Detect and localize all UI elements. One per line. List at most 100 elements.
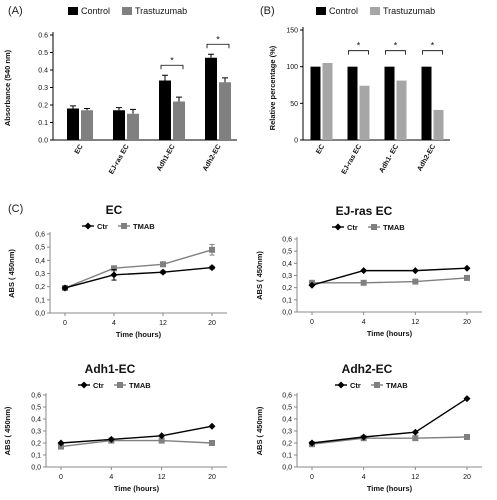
chart-title: EJ-ras EC xyxy=(336,204,393,218)
significance-bracket xyxy=(422,50,443,55)
x-tick-label: EC xyxy=(74,144,85,156)
x-tick-label: 4 xyxy=(109,474,113,481)
y-tick-label: 0,4 xyxy=(282,417,292,424)
point-ctr xyxy=(360,433,368,441)
x-tick-label: 12 xyxy=(159,320,167,327)
line-chart-c2: EJ-ras EC 0,0 0,1 0,2 0,3 0,4 0,5 0,6 0 4 12 20 Time… xyxy=(255,204,482,338)
y-tick-label: 0 xyxy=(294,138,298,145)
series-line-tmab xyxy=(60,439,213,448)
panel-label-b: (B) xyxy=(260,5,275,17)
point-ctr xyxy=(308,281,316,289)
legend-marker-ctr xyxy=(84,222,92,230)
y-tick-label: 0,6 xyxy=(282,237,292,244)
x-tick-label: 20 xyxy=(208,474,216,481)
bar-control xyxy=(347,66,358,140)
legend-marker-tmab xyxy=(374,382,380,388)
point-ctr xyxy=(208,422,216,430)
legend-label-trastuzumab: Trastuzumab xyxy=(135,6,187,16)
y-tick-label: 0,4 xyxy=(35,258,45,265)
bar-trastuzumab xyxy=(322,63,333,140)
point-tmab xyxy=(209,440,215,446)
point-ctr xyxy=(110,271,118,279)
y-tick-label: 0,2 xyxy=(31,441,41,448)
x-tick-label: Adh1-EC xyxy=(156,144,177,173)
x-tick-label: 20 xyxy=(208,320,216,327)
legend-label-control: Control xyxy=(81,6,110,16)
x-axis-label: Time (hours) xyxy=(367,329,413,338)
x-tick-label: EJ-ras EC xyxy=(341,144,364,176)
bar-control xyxy=(310,66,321,140)
point-tmab xyxy=(464,434,470,440)
point-ctr xyxy=(463,264,471,272)
point-tmab xyxy=(209,246,215,253)
y-tick-label: 0,0 xyxy=(282,310,292,317)
significance-bracket xyxy=(160,64,184,70)
significance-star: * xyxy=(216,34,220,44)
y-tick-label: 0,4 xyxy=(31,417,41,424)
significance-star: * xyxy=(170,55,174,65)
point-tmab xyxy=(360,279,367,286)
point-ctr xyxy=(107,435,115,443)
y-tick-label: 0,5 xyxy=(282,405,292,412)
point-ctr xyxy=(208,264,216,272)
x-tick-label: 20 xyxy=(463,319,471,326)
y-tick-label: 0.1 xyxy=(38,120,48,127)
significance-star: * xyxy=(357,41,361,51)
y-tick-label: 0,5 xyxy=(35,245,45,252)
point-ctr xyxy=(57,439,65,447)
point-tmab xyxy=(58,443,64,450)
legend-label-tmab: TMAB xyxy=(383,223,405,232)
point-ctr xyxy=(61,284,69,292)
y-tick-label: 150 xyxy=(286,28,298,35)
line-chart-c1: EC 0,0 0,1 0,2 0,3 0,4 0,5 0,6 0 4 12 20 Time (hours… xyxy=(7,203,227,339)
y-tick-label: 0,0 xyxy=(31,465,41,472)
legend-marker-tmab xyxy=(117,382,123,388)
y-tick-label: 0,2 xyxy=(282,285,292,292)
legend-swatch-trastuzumab xyxy=(370,7,380,15)
x-axis-label: Time (hours) xyxy=(114,484,160,493)
significance-star: * xyxy=(431,41,435,51)
point-tmab xyxy=(412,278,419,285)
bar-control xyxy=(384,66,395,140)
y-axis-label: ABS ( 450nm) xyxy=(255,406,264,455)
legend-label-tmab: TMAB xyxy=(386,381,408,390)
series-line-tmab xyxy=(311,436,468,445)
y-tick-label: 0,2 xyxy=(282,441,292,448)
legend-label-ctr: Ctr xyxy=(93,381,104,390)
x-tick-label: 4 xyxy=(362,319,366,326)
bar-trastuzumab xyxy=(81,110,93,140)
bar-trastuzumab xyxy=(127,113,139,140)
x-tick-label: 0 xyxy=(63,320,67,327)
series-line-ctr xyxy=(311,267,468,286)
bar-trastuzumab xyxy=(359,85,370,140)
y-tick-label: 0,5 xyxy=(282,249,292,256)
significance-bracket xyxy=(348,50,369,55)
point-tmab xyxy=(412,435,419,442)
legend-marker-ctr xyxy=(80,381,88,389)
legend-marker-tmab xyxy=(371,224,377,230)
y-axis-label: ABS ( 450nm) xyxy=(255,251,264,300)
y-tick-label: 0,0 xyxy=(282,465,292,472)
series-line-ctr xyxy=(64,266,213,289)
chart-title: EC xyxy=(106,203,123,217)
x-tick-label: 0 xyxy=(310,474,314,481)
legend-swatch-control xyxy=(316,7,326,15)
y-tick-label: 0.5 xyxy=(38,50,48,57)
bar-chart-a: 0.0 0.1 0.2 0.3 0.4 0.5 0.6 Absorbance (540 nm)… xyxy=(3,6,237,176)
point-ctr xyxy=(308,439,316,447)
y-tick-label: 0.4 xyxy=(38,68,48,75)
point-ctr xyxy=(463,395,471,403)
series-line-ctr xyxy=(60,425,213,444)
point-ctr xyxy=(159,268,167,276)
point-tmab xyxy=(464,274,470,281)
legend-swatch-trastuzumab xyxy=(122,7,132,15)
y-tick-label: 0,6 xyxy=(31,393,41,400)
significance-star: * xyxy=(394,41,398,51)
legend-marker-ctr xyxy=(334,223,342,231)
y-tick-label: 0,1 xyxy=(35,297,45,304)
y-tick-label: 0,1 xyxy=(282,297,292,304)
panel-label-c: (C) xyxy=(8,203,23,215)
bar-trastuzumab xyxy=(173,101,185,140)
legend-label-trastuzumab: Trastuzumab xyxy=(383,6,435,16)
